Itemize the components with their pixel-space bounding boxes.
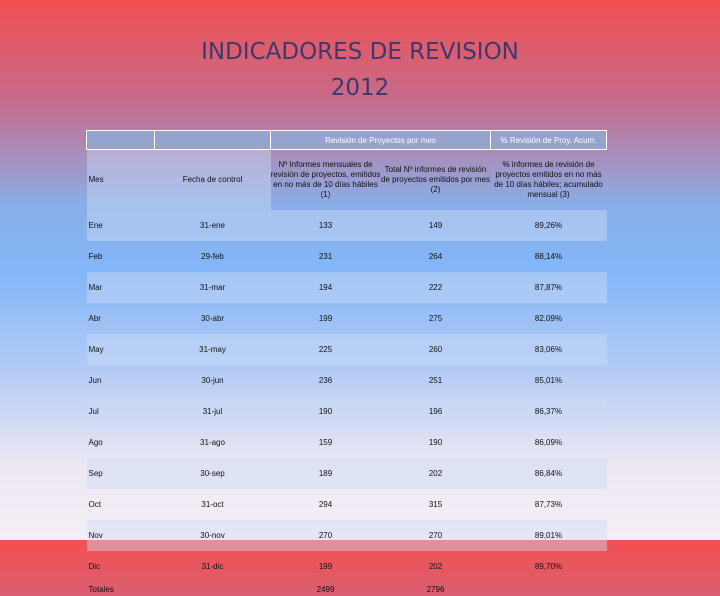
- cell-fecha: 31-mar: [154, 272, 271, 303]
- cell-percent: 89,01%: [490, 520, 607, 551]
- cell-mes: Oct: [88, 500, 101, 509]
- cell-total: 190: [428, 438, 443, 447]
- cell-informes: 225: [270, 334, 381, 365]
- table-row: Ago 31-ago 159 190 86,09%: [87, 427, 607, 458]
- table-row: Feb 29-feb 231 264 88,14%: [87, 241, 607, 272]
- cell-total: 264: [428, 252, 443, 261]
- cell-mes: Sep: [86, 458, 155, 489]
- cell-fecha: 31-dic: [201, 562, 224, 571]
- column-header-mes: Mes: [86, 149, 155, 210]
- column-header-fecha: Fecha de control: [154, 149, 271, 210]
- cell-percent: 86,84%: [490, 458, 607, 489]
- table-row: Nov 30-nov 270 270 89,01%: [86, 520, 607, 551]
- totals-label: Totales: [88, 584, 114, 594]
- column-header-informes: Nº Informes mensuales de revisión de pro…: [270, 160, 381, 199]
- cell-total: 202: [428, 562, 443, 571]
- table-row: Sep 30-sep 189 202 86,84%: [86, 458, 607, 489]
- cell-informes: 190: [270, 396, 381, 427]
- cell-total: 275: [428, 314, 443, 323]
- cell-percent: 82,09%: [534, 314, 563, 323]
- column-header-percent: % informes de revisión de proyectos emit…: [494, 160, 603, 199]
- table-row: Mar 31-mar 194 222 87,87%: [86, 272, 607, 303]
- cell-percent: 83,06%: [490, 334, 607, 365]
- cell-mes: Ago: [88, 438, 103, 447]
- cell-total: 270: [380, 520, 491, 551]
- cell-mes: Abr: [88, 314, 101, 323]
- cell-fecha: 30-sep: [154, 458, 271, 489]
- cell-informes: 133: [270, 210, 381, 241]
- page-title: INDICADORES DE REVISION 2012: [0, 34, 720, 106]
- cell-total: 251: [428, 376, 443, 385]
- cell-percent: 86,09%: [534, 438, 563, 447]
- cell-informes: 294: [318, 500, 333, 509]
- table-row: Oct 31-oct 294 315 87,73%: [87, 489, 607, 520]
- table-row: May 31-may 225 260 83,06%: [86, 334, 607, 365]
- group-header-accumulated: % Revisión de Proy. Acum.: [490, 130, 607, 150]
- cell-percent: 85,01%: [534, 376, 563, 385]
- indicators-table: Revisión de Proyectos por mes % Revisión…: [86, 130, 607, 596]
- group-header-monthly: Revisión de Proyectos por mes: [270, 130, 491, 150]
- table-row: Jul 31-jul 190 196 86,37%: [86, 396, 607, 427]
- cell-informes: 159: [318, 438, 333, 447]
- totals-c1: 2499: [316, 584, 335, 594]
- totals-empty: [155, 582, 271, 596]
- table-row: Dic 31-dic 199 202 89,70%: [87, 551, 607, 582]
- cell-mes: Ene: [86, 210, 155, 241]
- cell-informes: 194: [270, 272, 381, 303]
- group-header-empty-1: [86, 130, 155, 150]
- cell-fecha: 31-ene: [154, 210, 271, 241]
- cell-mes: Nov: [86, 520, 155, 551]
- cell-mes: Dic: [88, 562, 101, 571]
- cell-total: 222: [380, 272, 491, 303]
- cell-total: 196: [380, 396, 491, 427]
- title-line-2: 2012: [330, 75, 390, 101]
- cell-mes: Feb: [88, 252, 103, 261]
- cell-total: 260: [380, 334, 491, 365]
- cell-informes: 231: [318, 252, 333, 261]
- table-row: Abr 30-abr 199 275 82,09%: [87, 303, 607, 334]
- cell-percent: 89,26%: [490, 210, 607, 241]
- cell-percent: 89,70%: [534, 562, 563, 571]
- cell-informes: 199: [318, 562, 333, 571]
- cell-informes: 236: [318, 376, 333, 385]
- totals-row: Totales 2499 2796: [87, 582, 607, 596]
- cell-total: 202: [380, 458, 491, 489]
- cell-fecha: 30-jun: [201, 376, 224, 385]
- cell-mes: May: [86, 334, 155, 365]
- cell-fecha: 29-feb: [201, 252, 224, 261]
- cell-fecha: 30-nov: [154, 520, 271, 551]
- cell-fecha: 31-jul: [154, 396, 271, 427]
- cell-mes: Jul: [86, 396, 155, 427]
- cell-percent: 87,73%: [534, 500, 563, 509]
- cell-mes: Mar: [86, 272, 155, 303]
- cell-total: 315: [428, 500, 443, 509]
- totals-c2: 2796: [426, 584, 445, 594]
- cell-informes: 270: [270, 520, 381, 551]
- table-row: Jun 30-jun 236 251 85,01%: [87, 365, 607, 396]
- group-header-empty-2: [154, 130, 271, 150]
- cell-informes: 199: [318, 314, 333, 323]
- totals-c3: [491, 582, 607, 596]
- cell-informes: 189: [270, 458, 381, 489]
- column-header-row: Mes Fecha de control Nº Informes mensual…: [86, 149, 607, 210]
- cell-fecha: 31-may: [154, 334, 271, 365]
- cell-fecha: 31-oct: [201, 500, 224, 509]
- cell-fecha: 31-ago: [200, 438, 225, 447]
- cell-total: 149: [380, 210, 491, 241]
- cell-fecha: 30-abr: [200, 314, 225, 323]
- cell-mes: Jun: [88, 376, 102, 385]
- title-line-1: INDICADORES DE REVISION: [201, 39, 519, 65]
- cell-percent: 86,37%: [490, 396, 607, 427]
- cell-percent: 88,14%: [534, 252, 563, 261]
- cell-percent: 87,87%: [490, 272, 607, 303]
- group-header-row: Revisión de Proyectos por mes % Revisión…: [86, 130, 607, 150]
- table-row: Ene 31-ene 133 149 89,26%: [86, 210, 607, 241]
- column-header-total: Total Nº informes de revisión de proyect…: [381, 165, 490, 194]
